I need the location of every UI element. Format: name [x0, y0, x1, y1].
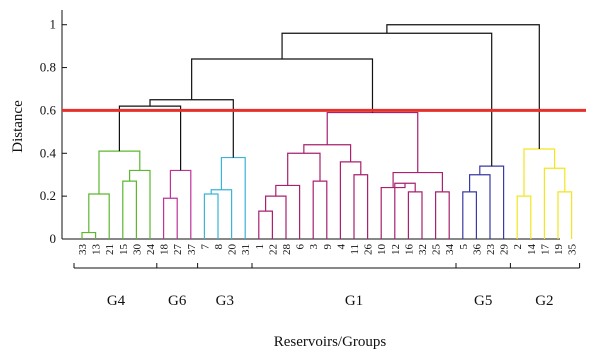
y-axis-title: Distance — [10, 100, 26, 153]
leaf-label: 28 — [281, 244, 293, 256]
leaf-label: 13 — [91, 244, 103, 256]
dendrogram-link — [479, 165, 505, 239]
dendrogram-link — [118, 105, 182, 171]
leaf-label: 15 — [118, 244, 130, 256]
leaf-label: 31 — [240, 244, 252, 255]
leaf-label: 23 — [485, 244, 497, 256]
leaf-label: 32 — [417, 244, 429, 255]
leaf-label: 37 — [186, 244, 198, 256]
y-tick-label: 1 — [50, 17, 57, 32]
dendrogram-link — [203, 193, 219, 239]
y-tick-label: 0.2 — [40, 188, 56, 203]
leaf-label: 24 — [145, 244, 157, 256]
dendrogram-link — [392, 171, 443, 192]
leaf-label: 3 — [308, 244, 320, 250]
group-brackets — [73, 263, 581, 269]
leaf-label: 6 — [295, 244, 307, 250]
group-label: G4 — [107, 293, 126, 309]
dendrogram-link — [462, 191, 477, 239]
dendrogram-link — [122, 180, 137, 239]
leaf-label: 4 — [335, 244, 347, 250]
dendrogram-link — [258, 210, 273, 239]
leaf-label: 18 — [159, 244, 171, 256]
leaf-label: 20 — [227, 244, 239, 256]
dendrogram-link — [339, 161, 362, 239]
dendrogram-link — [210, 189, 233, 239]
leaf-label: 27 — [172, 244, 184, 256]
dendrogram-link — [265, 195, 287, 239]
dendrogram-link — [169, 169, 192, 239]
y-tick-label: 0.6 — [40, 102, 57, 117]
leaf-label: 2 — [512, 244, 524, 250]
group-label: G1 — [345, 293, 363, 309]
dendrogram-link — [98, 150, 141, 194]
y-ticks: 0 0.2 0.4 0.6 0.8 1 — [40, 17, 67, 246]
dendrogram-link — [149, 99, 234, 158]
group-label: G6 — [168, 293, 187, 309]
leaf-label: 22 — [267, 244, 279, 255]
leaf-label: 7 — [199, 244, 211, 250]
leaf-label: 19 — [553, 244, 565, 256]
leaf-label: 34 — [444, 244, 456, 256]
leaf-label: 26 — [363, 244, 375, 256]
dendrogram-link — [163, 197, 178, 239]
dendrogram-link — [386, 24, 540, 149]
leaf-label: 1 — [254, 244, 266, 250]
dendrogram-link — [275, 184, 301, 239]
dendrogram-link — [220, 156, 246, 239]
dendrogram-link — [380, 183, 406, 239]
dendrogram-link — [287, 152, 321, 186]
dendrogram-link — [191, 58, 374, 113]
dendrogram-link — [81, 231, 97, 239]
leaf-label: 29 — [499, 244, 511, 256]
dendrogram-link — [435, 191, 450, 239]
group-label: G5 — [474, 293, 492, 309]
leaf-label: 21 — [104, 244, 116, 255]
leaf-label: 25 — [431, 244, 443, 256]
dendrogram-link — [516, 195, 532, 239]
group-labels: G4 G6 G3 G1 G5 G2 — [107, 293, 554, 309]
leaf-label: 8 — [213, 244, 225, 250]
dendrogram-links — [81, 24, 573, 239]
group-label: G2 — [535, 293, 553, 309]
dendrogram-link — [469, 174, 491, 239]
group-label: G3 — [216, 293, 234, 309]
leaf-label: 14 — [526, 244, 538, 256]
y-tick-label: 0 — [50, 231, 57, 246]
leaf-label: 5 — [458, 244, 470, 250]
leaf-label: 11 — [349, 244, 361, 255]
leaf-label: 9 — [322, 244, 334, 250]
dendrogram-link — [543, 167, 566, 239]
dendrogram-link — [353, 174, 369, 239]
dendrogram-link — [557, 191, 573, 239]
dendrogram-link — [523, 148, 556, 197]
leaf-label: 30 — [131, 244, 143, 256]
dendrogram-link — [312, 180, 328, 239]
x-axis-title: Reservoirs/Groups — [274, 334, 387, 350]
leaf-label: 17 — [539, 244, 551, 256]
dendrogram-link — [407, 191, 423, 239]
leaf-labels: 33 13 21 15 30 24 18 27 37 7 8 20 31 1 22 28 6 3 9 4 11 26 10 1… — [77, 244, 579, 256]
leaf-label: 12 — [390, 244, 402, 255]
dendrogram-link — [281, 32, 493, 167]
leaf-label: 35 — [567, 244, 579, 256]
leaf-label: 36 — [471, 244, 483, 256]
leaf-label: 10 — [376, 244, 388, 256]
leaf-label: 16 — [403, 244, 415, 256]
y-tick-label: 0.8 — [40, 60, 56, 75]
dendrogram-link — [129, 169, 151, 239]
y-tick-label: 0.4 — [40, 145, 57, 160]
leaf-label: 33 — [77, 244, 89, 256]
